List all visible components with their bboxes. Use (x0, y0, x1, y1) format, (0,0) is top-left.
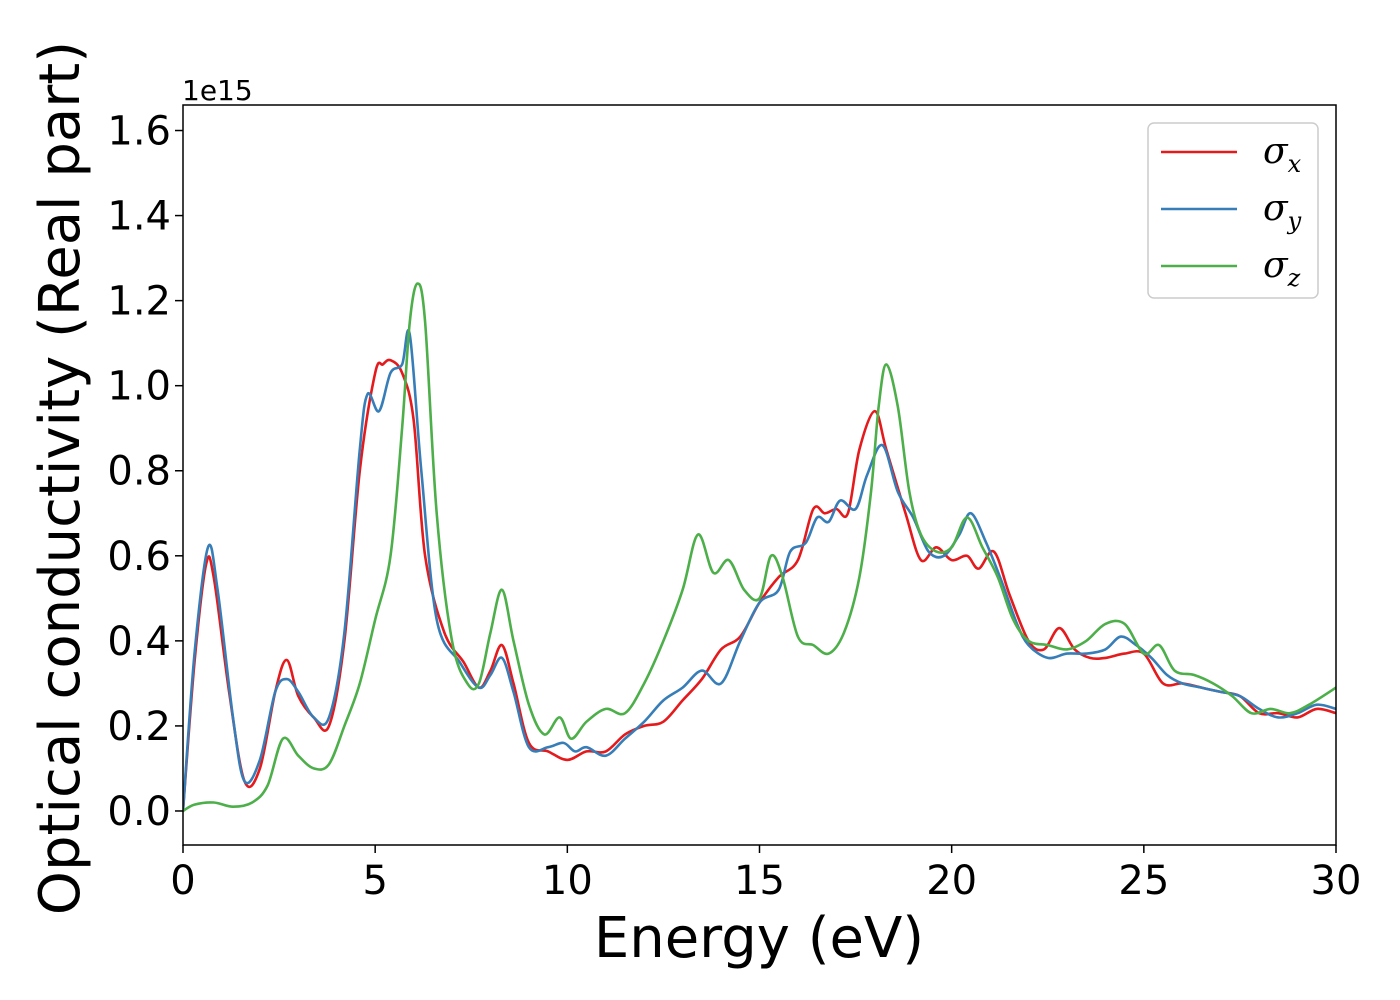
y-tick-label: 1.0 (107, 364, 171, 410)
x-tick-label: 5 (362, 858, 387, 904)
legend-label-sigma-x: σx (1263, 131, 1302, 178)
series-line-sigma-x (183, 358, 1336, 813)
y-tick-label: 0.8 (107, 449, 171, 495)
series-line-sigma-z (183, 282, 1336, 813)
x-tick-label: 0 (170, 858, 195, 904)
legend-label-sigma-y: σy (1263, 188, 1302, 235)
y-tick-label: 1.2 (107, 279, 171, 325)
legend-label-symbol: σ (1263, 131, 1289, 172)
x-tick-label: 30 (1311, 858, 1362, 904)
legend-label-symbol: σ (1263, 188, 1289, 229)
x-axis: 0 5 10 15 20 25 30 (170, 845, 1361, 904)
x-tick-label: 10 (542, 858, 593, 904)
y-tick-label: 1.6 (107, 109, 171, 155)
legend-box (1147, 122, 1319, 299)
legend-label-subscript: y (1287, 207, 1302, 235)
legend-label-symbol: σ (1263, 245, 1289, 286)
legend-label-subscript: x (1288, 150, 1302, 178)
x-tick-label: 25 (1118, 858, 1169, 904)
x-tick-label: 15 (734, 858, 785, 904)
legend-label-subscript: z (1287, 264, 1301, 292)
x-tick-label: 20 (926, 858, 977, 904)
y-axis-title: Optical conductivity (Real part) (28, 41, 93, 915)
y-axis: 0.0 0.2 0.4 0.6 0.8 1.0 1.2 1.4 1.6 (107, 109, 183, 835)
series-line-sigma-y (183, 329, 1336, 813)
legend-label-sigma-z: σz (1263, 245, 1301, 292)
y-tick-label: 1.4 (107, 194, 171, 240)
y-offset-label: 1e15 (182, 74, 253, 107)
x-axis-title: Energy (eV) (594, 906, 924, 971)
y-tick-label: 0.4 (107, 619, 171, 665)
y-tick-label: 0.2 (107, 704, 171, 750)
series-layer (183, 282, 1336, 813)
y-tick-label: 0.0 (107, 789, 171, 835)
y-tick-label: 0.6 (107, 534, 171, 580)
